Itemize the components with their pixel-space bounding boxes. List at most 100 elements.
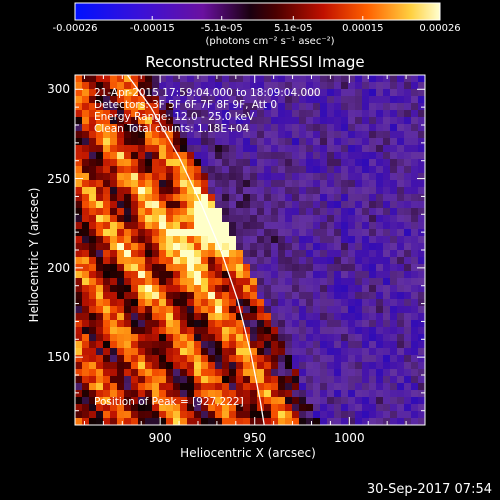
heatmap-cell — [376, 222, 384, 230]
heatmap-cell — [369, 383, 377, 391]
heatmap-cell — [138, 271, 146, 279]
heatmap-cell — [89, 194, 97, 202]
heatmap-cell — [299, 355, 307, 363]
heatmap-cell — [103, 341, 111, 349]
heatmap-cell — [159, 89, 167, 97]
heatmap-cell — [320, 166, 328, 174]
heatmap-cell — [376, 215, 384, 223]
heatmap-cell — [313, 201, 321, 209]
heatmap-cell — [187, 404, 195, 412]
heatmap-cell — [334, 236, 342, 244]
heatmap-cell — [334, 110, 342, 118]
heatmap-cell — [75, 257, 83, 265]
heatmap-cell — [271, 187, 279, 195]
heatmap-cell — [166, 306, 174, 314]
heatmap-cell — [166, 299, 174, 307]
heatmap-cell — [250, 292, 258, 300]
heatmap-cell — [110, 138, 118, 146]
heatmap-cell — [355, 138, 363, 146]
heatmap-cell — [180, 278, 188, 286]
heatmap-cell — [362, 306, 370, 314]
heatmap-cell — [285, 131, 293, 139]
heatmap-cell — [194, 180, 202, 188]
heatmap-cell — [418, 229, 426, 237]
heatmap-cell — [390, 124, 398, 132]
heatmap-cell — [187, 348, 195, 356]
heatmap-cell — [215, 418, 223, 426]
heatmap-cell — [313, 306, 321, 314]
heatmap-cell — [138, 124, 146, 132]
heatmap-cell — [166, 271, 174, 279]
heatmap-cell — [327, 229, 335, 237]
heatmap-cell — [208, 271, 216, 279]
heatmap-cell — [75, 271, 83, 279]
heatmap-cell — [341, 236, 349, 244]
heatmap-cell — [348, 278, 356, 286]
heatmap-cell — [264, 341, 272, 349]
heatmap-cell — [299, 257, 307, 265]
heatmap-cell — [390, 320, 398, 328]
heatmap-cell — [187, 306, 195, 314]
heatmap-cell — [208, 117, 216, 125]
heatmap-cell — [341, 208, 349, 216]
heatmap-cell — [334, 145, 342, 153]
heatmap-cell — [278, 117, 286, 125]
heatmap-cell — [229, 390, 237, 398]
heatmap-cell — [173, 75, 181, 83]
heatmap-cell — [355, 299, 363, 307]
heatmap-cell — [243, 75, 251, 83]
heatmap-cell — [89, 145, 97, 153]
heatmap-cell — [124, 404, 132, 412]
heatmap-cell — [152, 103, 160, 111]
heatmap-cell — [166, 243, 174, 251]
heatmap-cell — [96, 411, 104, 419]
heatmap-cell — [383, 117, 391, 125]
heatmap-cell — [390, 397, 398, 405]
heatmap-cell — [201, 285, 209, 293]
heatmap-cell — [145, 334, 153, 342]
heatmap-cell — [138, 152, 146, 160]
heatmap-cell — [285, 145, 293, 153]
heatmap-cell — [418, 376, 426, 384]
heatmap-cell — [236, 138, 244, 146]
heatmap-cell — [411, 390, 419, 398]
heatmap-cell — [390, 82, 398, 90]
heatmap-cell — [138, 369, 146, 377]
heatmap-cell — [397, 215, 405, 223]
heatmap-cell — [208, 180, 216, 188]
energy-range-text: Energy Range: 12.0 - 25.0 keV — [94, 111, 255, 123]
heatmap-cell — [299, 201, 307, 209]
heatmap-cell — [187, 292, 195, 300]
heatmap-cell — [250, 390, 258, 398]
heatmap-cell — [208, 138, 216, 146]
heatmap-cell — [299, 320, 307, 328]
heatmap-cell — [187, 327, 195, 335]
heatmap-cell — [103, 110, 111, 118]
heatmap-cell — [166, 103, 174, 111]
heatmap-cell — [257, 411, 265, 419]
heatmap-cell — [369, 299, 377, 307]
heatmap-cell — [250, 82, 258, 90]
heatmap-cell — [243, 271, 251, 279]
heatmap-cell — [215, 201, 223, 209]
heatmap-cell — [222, 208, 230, 216]
heatmap-cell — [75, 327, 83, 335]
heatmap-cell — [110, 173, 118, 181]
heatmap-cell — [376, 187, 384, 195]
heatmap-cell — [131, 411, 139, 419]
heatmap-cell — [201, 96, 209, 104]
heatmap-cell — [341, 173, 349, 181]
heatmap-cell — [355, 194, 363, 202]
heatmap-cell — [278, 285, 286, 293]
heatmap-cell — [369, 187, 377, 195]
heatmap-cell — [103, 376, 111, 384]
heatmap-cell — [264, 278, 272, 286]
heatmap-cell — [180, 145, 188, 153]
heatmap-cell — [124, 313, 132, 321]
heatmap-cell — [110, 299, 118, 307]
heatmap-cell — [257, 166, 265, 174]
heatmap-cell — [264, 264, 272, 272]
heatmap-cell — [397, 264, 405, 272]
heatmap-cell — [292, 285, 300, 293]
heatmap-cell — [404, 222, 412, 230]
